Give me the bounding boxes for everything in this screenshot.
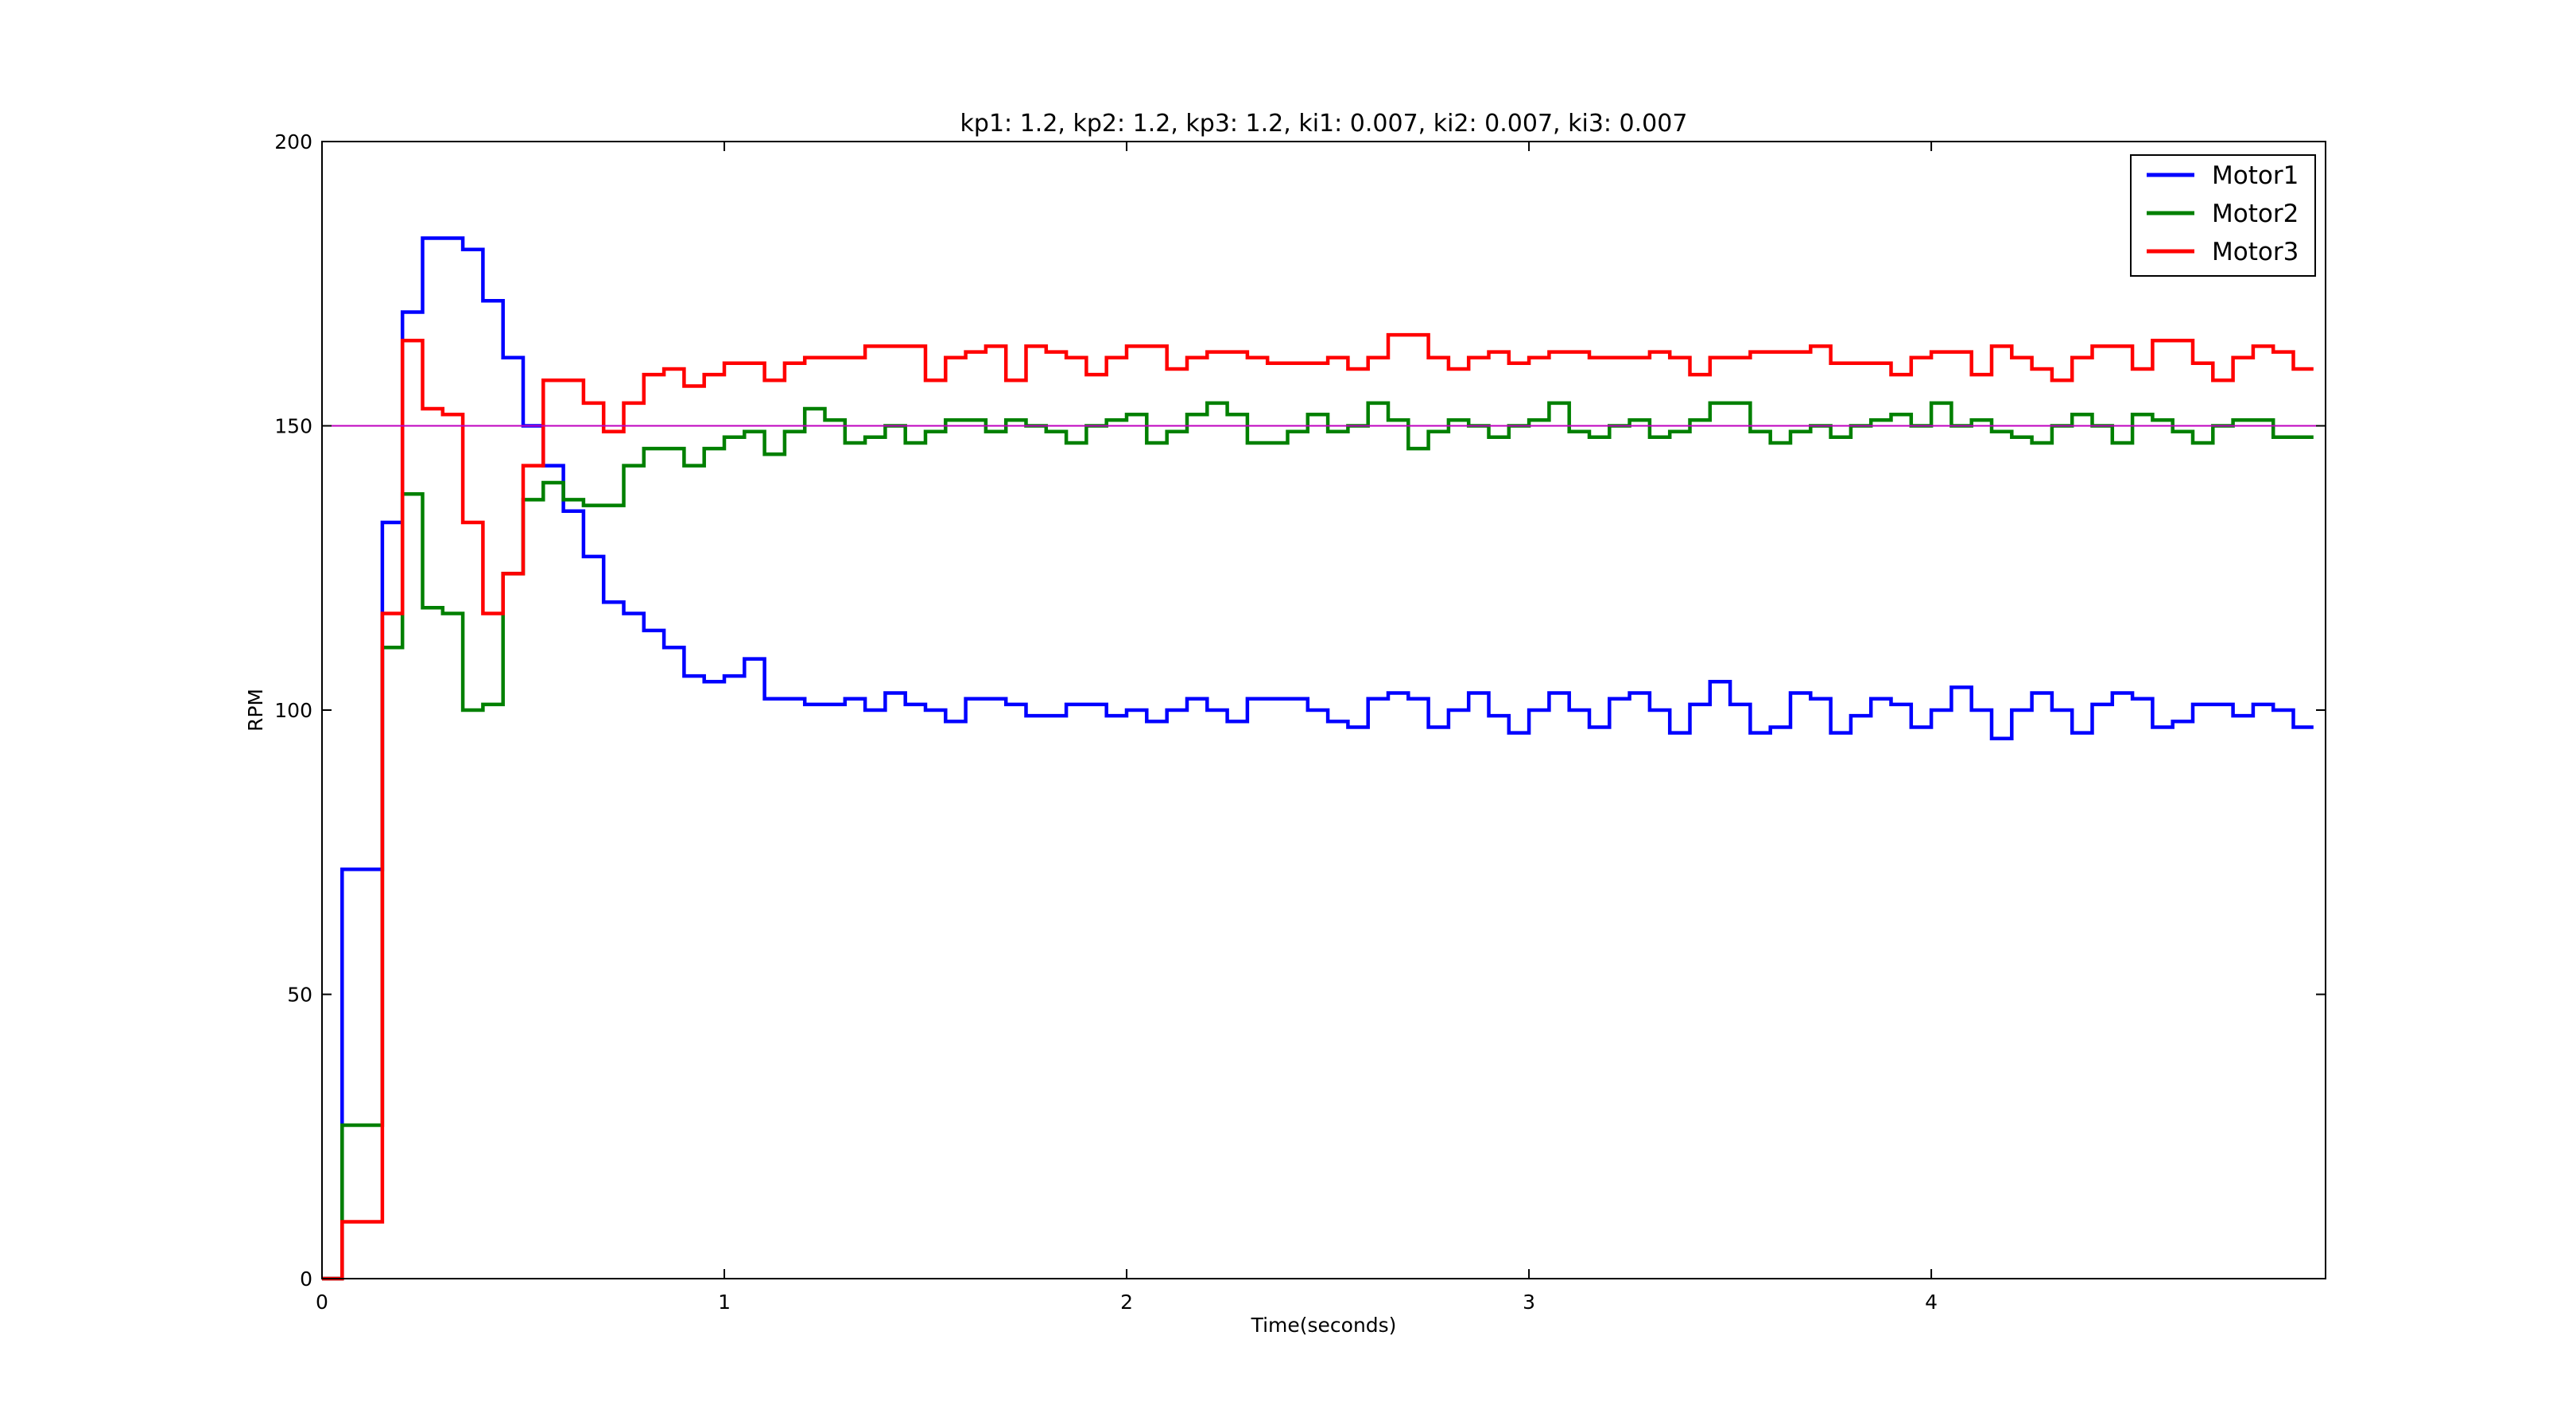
legend-label-motor1: Motor1: [2212, 161, 2299, 190]
plot-frame: [321, 141, 2326, 1279]
x-tick-label: 1: [718, 1291, 731, 1314]
series-line-motor1: [322, 236, 2314, 1281]
x-tick-label: 4: [1925, 1291, 1938, 1314]
legend-label-motor2: Motor2: [2212, 200, 2299, 228]
y-tick-label: 200: [274, 130, 312, 153]
legend: Motor1 Motor2 Motor3: [2130, 154, 2316, 277]
x-tick-label: 2: [1120, 1291, 1133, 1314]
series-line-motor3: [322, 332, 2314, 1281]
series-layer: [322, 236, 2314, 1281]
x-tick-label: 3: [1523, 1291, 1535, 1314]
y-tick-label: 150: [274, 415, 312, 438]
legend-label-motor3: Motor3: [2212, 238, 2299, 266]
y-tick-label: 100: [274, 699, 312, 722]
chart-title: kp1: 1.2, kp2: 1.2, kp3: 1.2, ki1: 0.007…: [960, 110, 1688, 138]
series-line-motor2: [322, 401, 2314, 1281]
ticks-layer: 0 1 2 3 4 0 50 100 150 200: [274, 130, 2326, 1314]
y-tick-label: 0: [300, 1268, 312, 1291]
x-axis-label: Time(seconds): [1251, 1314, 1397, 1337]
x-tick-label: 0: [316, 1291, 328, 1314]
y-tick-label: 50: [287, 984, 312, 1007]
y-axis-label: RPM: [244, 689, 267, 732]
